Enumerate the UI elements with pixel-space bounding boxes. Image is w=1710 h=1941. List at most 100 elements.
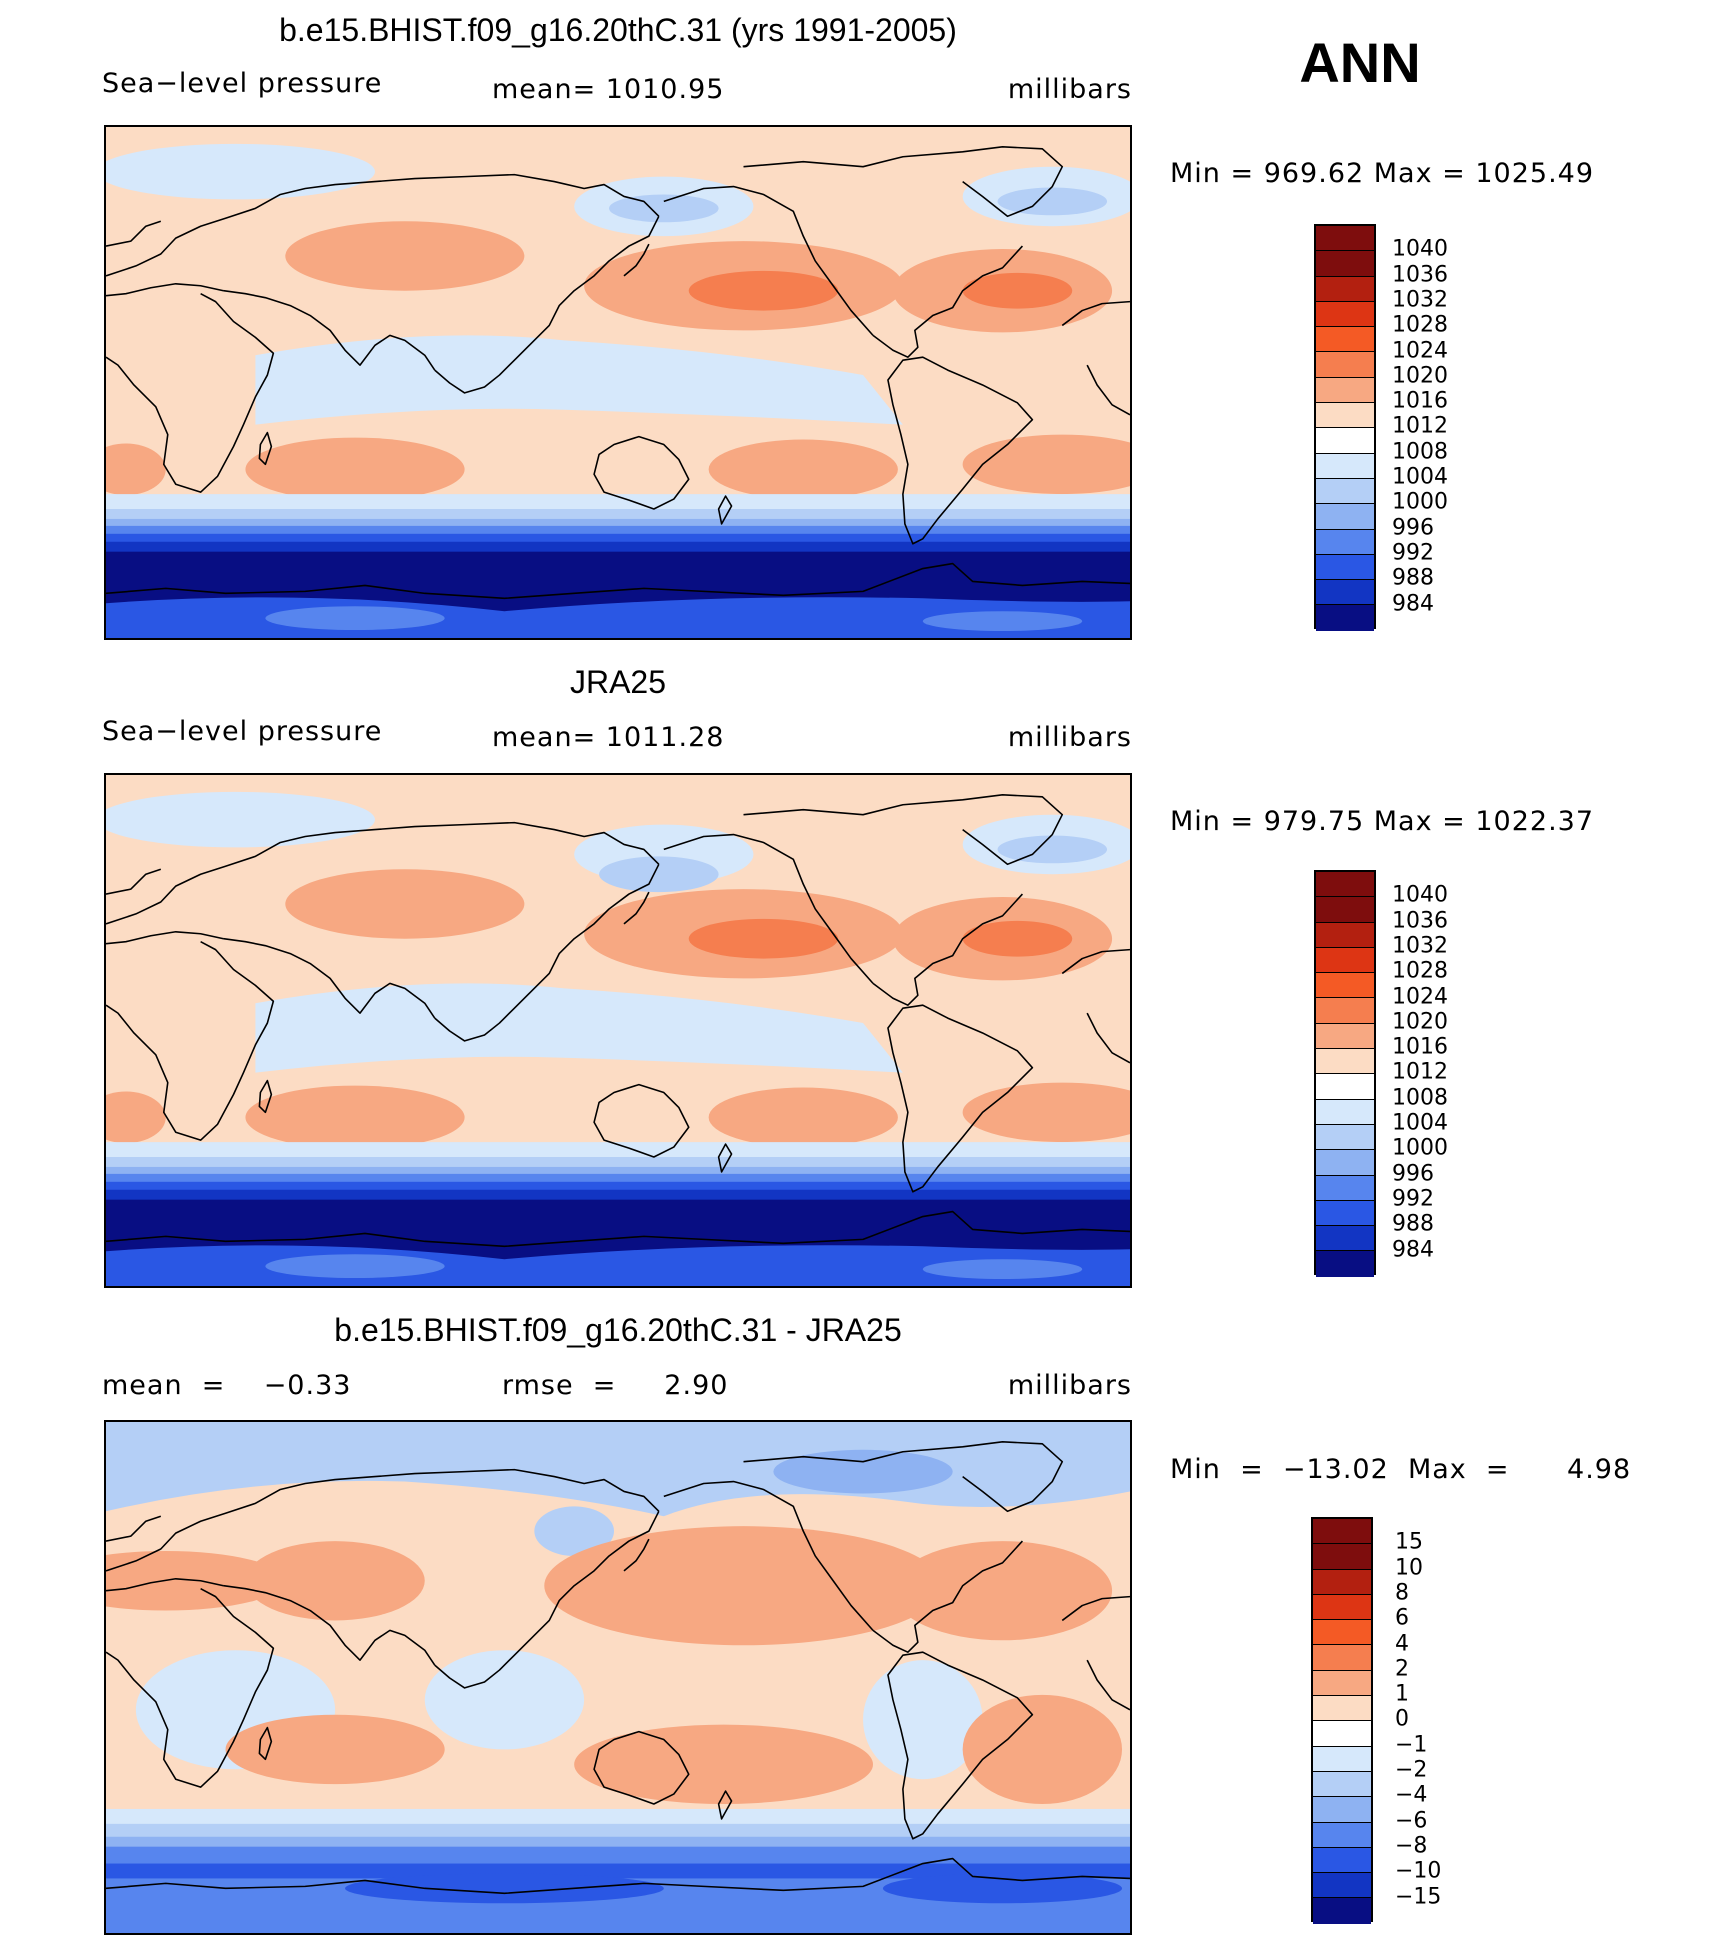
colorbar-box — [1313, 1544, 1371, 1570]
colorbar-box — [1316, 1023, 1374, 1050]
panel2-title: JRA25 — [569, 664, 667, 700]
panel3-units: millibars — [1007, 1370, 1132, 1401]
colorbar-box — [1316, 580, 1374, 606]
map-graphic — [106, 127, 1130, 638]
colorbar-boxes — [1311, 1517, 1373, 1924]
panel2-mean: mean= 1011.28 — [492, 722, 725, 753]
colorbar-box — [1316, 276, 1374, 302]
colorbar-box — [1313, 1620, 1371, 1646]
colorbar-box — [1313, 1873, 1371, 1899]
panel1-minmax: Min = 969.62 Max = 1025.49 — [1170, 158, 1595, 189]
colorbar-label: 1032 — [1392, 287, 1448, 313]
colorbar-box — [1316, 1200, 1374, 1227]
colorbar-label: −2 — [1395, 1757, 1428, 1783]
colorbar-box — [1316, 1049, 1374, 1075]
colorbar-box — [1316, 897, 1374, 923]
colorbar-label: 4 — [1395, 1631, 1409, 1656]
colorbar-label: 984 — [1392, 1237, 1434, 1262]
colorbar-box — [1313, 1898, 1371, 1924]
panel3-title: b.e15.BHIST.f09_g16.20thC.31 - JRA25 — [334, 1312, 902, 1348]
colorbar-label: 988 — [1392, 565, 1434, 591]
colorbar-box — [1316, 428, 1374, 454]
colorbar-label: 992 — [1392, 540, 1434, 566]
colorbar-box — [1316, 504, 1374, 530]
panel2-units: millibars — [1007, 722, 1132, 753]
colorbar-label: 1016 — [1392, 1034, 1448, 1060]
map-graphic — [106, 1422, 1130, 1933]
colorbar-box — [1316, 998, 1374, 1024]
colorbar-label: −6 — [1395, 1808, 1428, 1834]
colorbar-box — [1316, 1124, 1374, 1151]
colorbar-box — [1316, 529, 1374, 555]
colorbar-box — [1313, 1721, 1371, 1747]
colorbar-box — [1316, 377, 1374, 404]
panel3-minmax: Min = −13.02 Max = 4.98 — [1170, 1454, 1632, 1485]
colorbar-boxes — [1314, 224, 1376, 631]
colorbar-label: −15 — [1395, 1884, 1442, 1909]
colorbar-label: −8 — [1395, 1833, 1428, 1859]
colorbar-box — [1316, 1150, 1374, 1176]
colorbar-box — [1313, 1696, 1371, 1722]
panel2-variable: Sea−level pressure — [102, 716, 383, 747]
colorbar-label: 8 — [1395, 1580, 1409, 1606]
colorbar-box — [1316, 1099, 1374, 1125]
colorbar-label: 1000 — [1392, 1135, 1448, 1161]
panel3-rmse: rmse = 2.90 — [502, 1370, 729, 1401]
colorbar-label: 1012 — [1392, 1059, 1448, 1085]
colorbar-label: 1 — [1395, 1681, 1409, 1707]
colorbar-box — [1313, 1746, 1371, 1772]
panel1-map — [104, 125, 1132, 640]
panel1-title: b.e15.BHIST.f09_g16.20thC.31 (yrs 1991-2… — [279, 12, 957, 48]
panel1-mean: mean= 1010.95 — [492, 74, 725, 105]
colorbar-box — [1316, 554, 1374, 581]
season-label: ANN — [1299, 31, 1421, 94]
colorbar-label: 1020 — [1392, 363, 1448, 389]
colorbar-label: 1000 — [1392, 489, 1448, 515]
panel3-mean: mean = −0.33 — [102, 1370, 352, 1401]
colorbar-label: 996 — [1392, 1161, 1434, 1187]
colorbar-box — [1316, 947, 1374, 974]
colorbar-box — [1313, 1569, 1371, 1595]
colorbar-label: 988 — [1392, 1211, 1434, 1237]
colorbar-label: −4 — [1395, 1782, 1428, 1808]
colorbar-label: 1020 — [1392, 1009, 1448, 1035]
colorbar-box — [1316, 872, 1374, 898]
colorbar-box — [1313, 1519, 1371, 1545]
colorbar-box — [1316, 605, 1374, 631]
panel1-units: millibars — [1007, 74, 1132, 105]
colorbar-label: 1032 — [1392, 933, 1448, 959]
colorbar-label: 10 — [1395, 1555, 1423, 1581]
colorbar-box — [1313, 1594, 1371, 1621]
colorbar-label: 1028 — [1392, 312, 1448, 338]
panel3-map — [104, 1420, 1132, 1935]
colorbar-box — [1313, 1847, 1371, 1874]
colorbar-label: 1008 — [1392, 439, 1448, 465]
colorbar-box — [1316, 301, 1374, 328]
colorbar-label: 1004 — [1392, 1110, 1448, 1136]
colorbar-label: 996 — [1392, 515, 1434, 541]
colorbar-box — [1313, 1645, 1371, 1671]
colorbar-label: −1 — [1395, 1732, 1428, 1758]
colorbar-box — [1316, 1251, 1374, 1277]
colorbar-box — [1316, 403, 1374, 429]
panel1-variable: Sea−level pressure — [102, 68, 383, 99]
colorbar-box — [1316, 453, 1374, 479]
colorbar-box — [1316, 973, 1374, 999]
colorbar-label: 992 — [1392, 1186, 1434, 1212]
panel2-minmax: Min = 979.75 Max = 1022.37 — [1170, 806, 1595, 837]
colorbar-label: 1004 — [1392, 464, 1448, 490]
colorbar-box — [1316, 251, 1374, 277]
colorbar-box — [1313, 1771, 1371, 1798]
colorbar-label: 0 — [1395, 1706, 1409, 1732]
colorbar-box — [1316, 478, 1374, 505]
colorbar-box — [1313, 1670, 1371, 1697]
panel2-map — [104, 773, 1132, 1288]
colorbar-label: 984 — [1392, 591, 1434, 616]
colorbar-box — [1316, 922, 1374, 948]
colorbar-box — [1313, 1797, 1371, 1823]
colorbar-box — [1316, 352, 1374, 378]
colorbar-box — [1316, 1226, 1374, 1252]
colorbar-label: 1028 — [1392, 958, 1448, 984]
colorbar-label: 1036 — [1392, 262, 1448, 288]
colorbar-box — [1316, 327, 1374, 353]
